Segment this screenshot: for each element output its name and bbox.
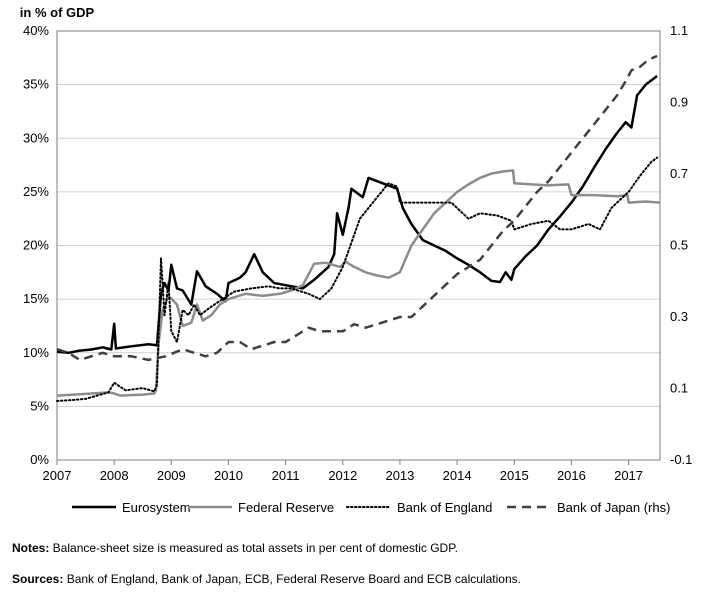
y-left-tick-label: 5% — [30, 398, 49, 413]
x-tick-label: 2008 — [100, 468, 129, 483]
y-left-tick-label: 35% — [23, 77, 49, 92]
x-tick-label: 2009 — [157, 468, 186, 483]
series-line-eurosystem — [56, 75, 658, 355]
plot-frame — [56, 30, 661, 461]
x-tick-label: 2012 — [328, 468, 357, 483]
series-layer — [56, 54, 661, 402]
y-left-tick-label: 30% — [23, 130, 49, 145]
sources-text: Bank of England, Bank of Japan, ECB, Fed… — [63, 572, 521, 586]
x-tick-label: 2016 — [557, 468, 586, 483]
notes-text: Balance-sheet size is measured as total … — [49, 541, 458, 555]
x-tick-label: 2014 — [443, 468, 472, 483]
x-tick-label: 2015 — [500, 468, 529, 483]
sources-line: Sources: Bank of England, Bank of Japan,… — [12, 572, 521, 586]
y-right-tick-label: 0.5 — [670, 238, 688, 253]
x-tick-label: 2010 — [214, 468, 243, 483]
x-tick-label: 2007 — [43, 468, 72, 483]
series-line-bank-of-england — [56, 156, 659, 402]
gridlines — [57, 84, 660, 407]
sources-label: Sources: — [12, 572, 64, 586]
legend-label: Federal Reserve — [238, 500, 334, 515]
y-left-tick-label: 25% — [23, 184, 49, 199]
legend-label: Bank of Japan (rhs) — [557, 500, 670, 515]
y-left-tick-label: 0% — [30, 452, 49, 467]
legend-label: Eurosystem — [122, 500, 191, 515]
legend: Eurosystem Federal Reserve Bank of England… — [72, 500, 670, 515]
axes: 0% 5% 10% 15% 20% 25% 30% 35% 40% -0.1 0.1 0.3 0.5 0.… — [23, 23, 692, 483]
y-right-tick-label: 0.1 — [670, 381, 688, 396]
y-right-tick-label: 1.1 — [670, 23, 688, 38]
y-right-tick-label: 0.9 — [670, 95, 688, 110]
y-left-tick-label: 20% — [23, 238, 49, 253]
y-left-tick-label: 40% — [23, 23, 49, 38]
notes-line: Notes: Balance-sheet size is measured as… — [12, 541, 458, 555]
x-tick-label: 2013 — [385, 468, 414, 483]
y-left-tick-label: 15% — [23, 291, 49, 306]
y-axis-label: in % of GDP — [20, 5, 95, 20]
legend-label: Bank of England — [397, 500, 492, 515]
y-right-tick-label: 0.3 — [670, 309, 688, 324]
series-line-bank-of-japan-rhs — [56, 54, 658, 362]
y-right-tick-label: -0.1 — [670, 452, 692, 467]
x-tick-label: 2011 — [272, 468, 300, 483]
x-tick-label: 2017 — [614, 468, 643, 483]
y-left-tick-label: 10% — [23, 345, 49, 360]
notes-label: Notes: — [12, 541, 50, 555]
y-right-tick-label: 0.7 — [670, 166, 688, 181]
